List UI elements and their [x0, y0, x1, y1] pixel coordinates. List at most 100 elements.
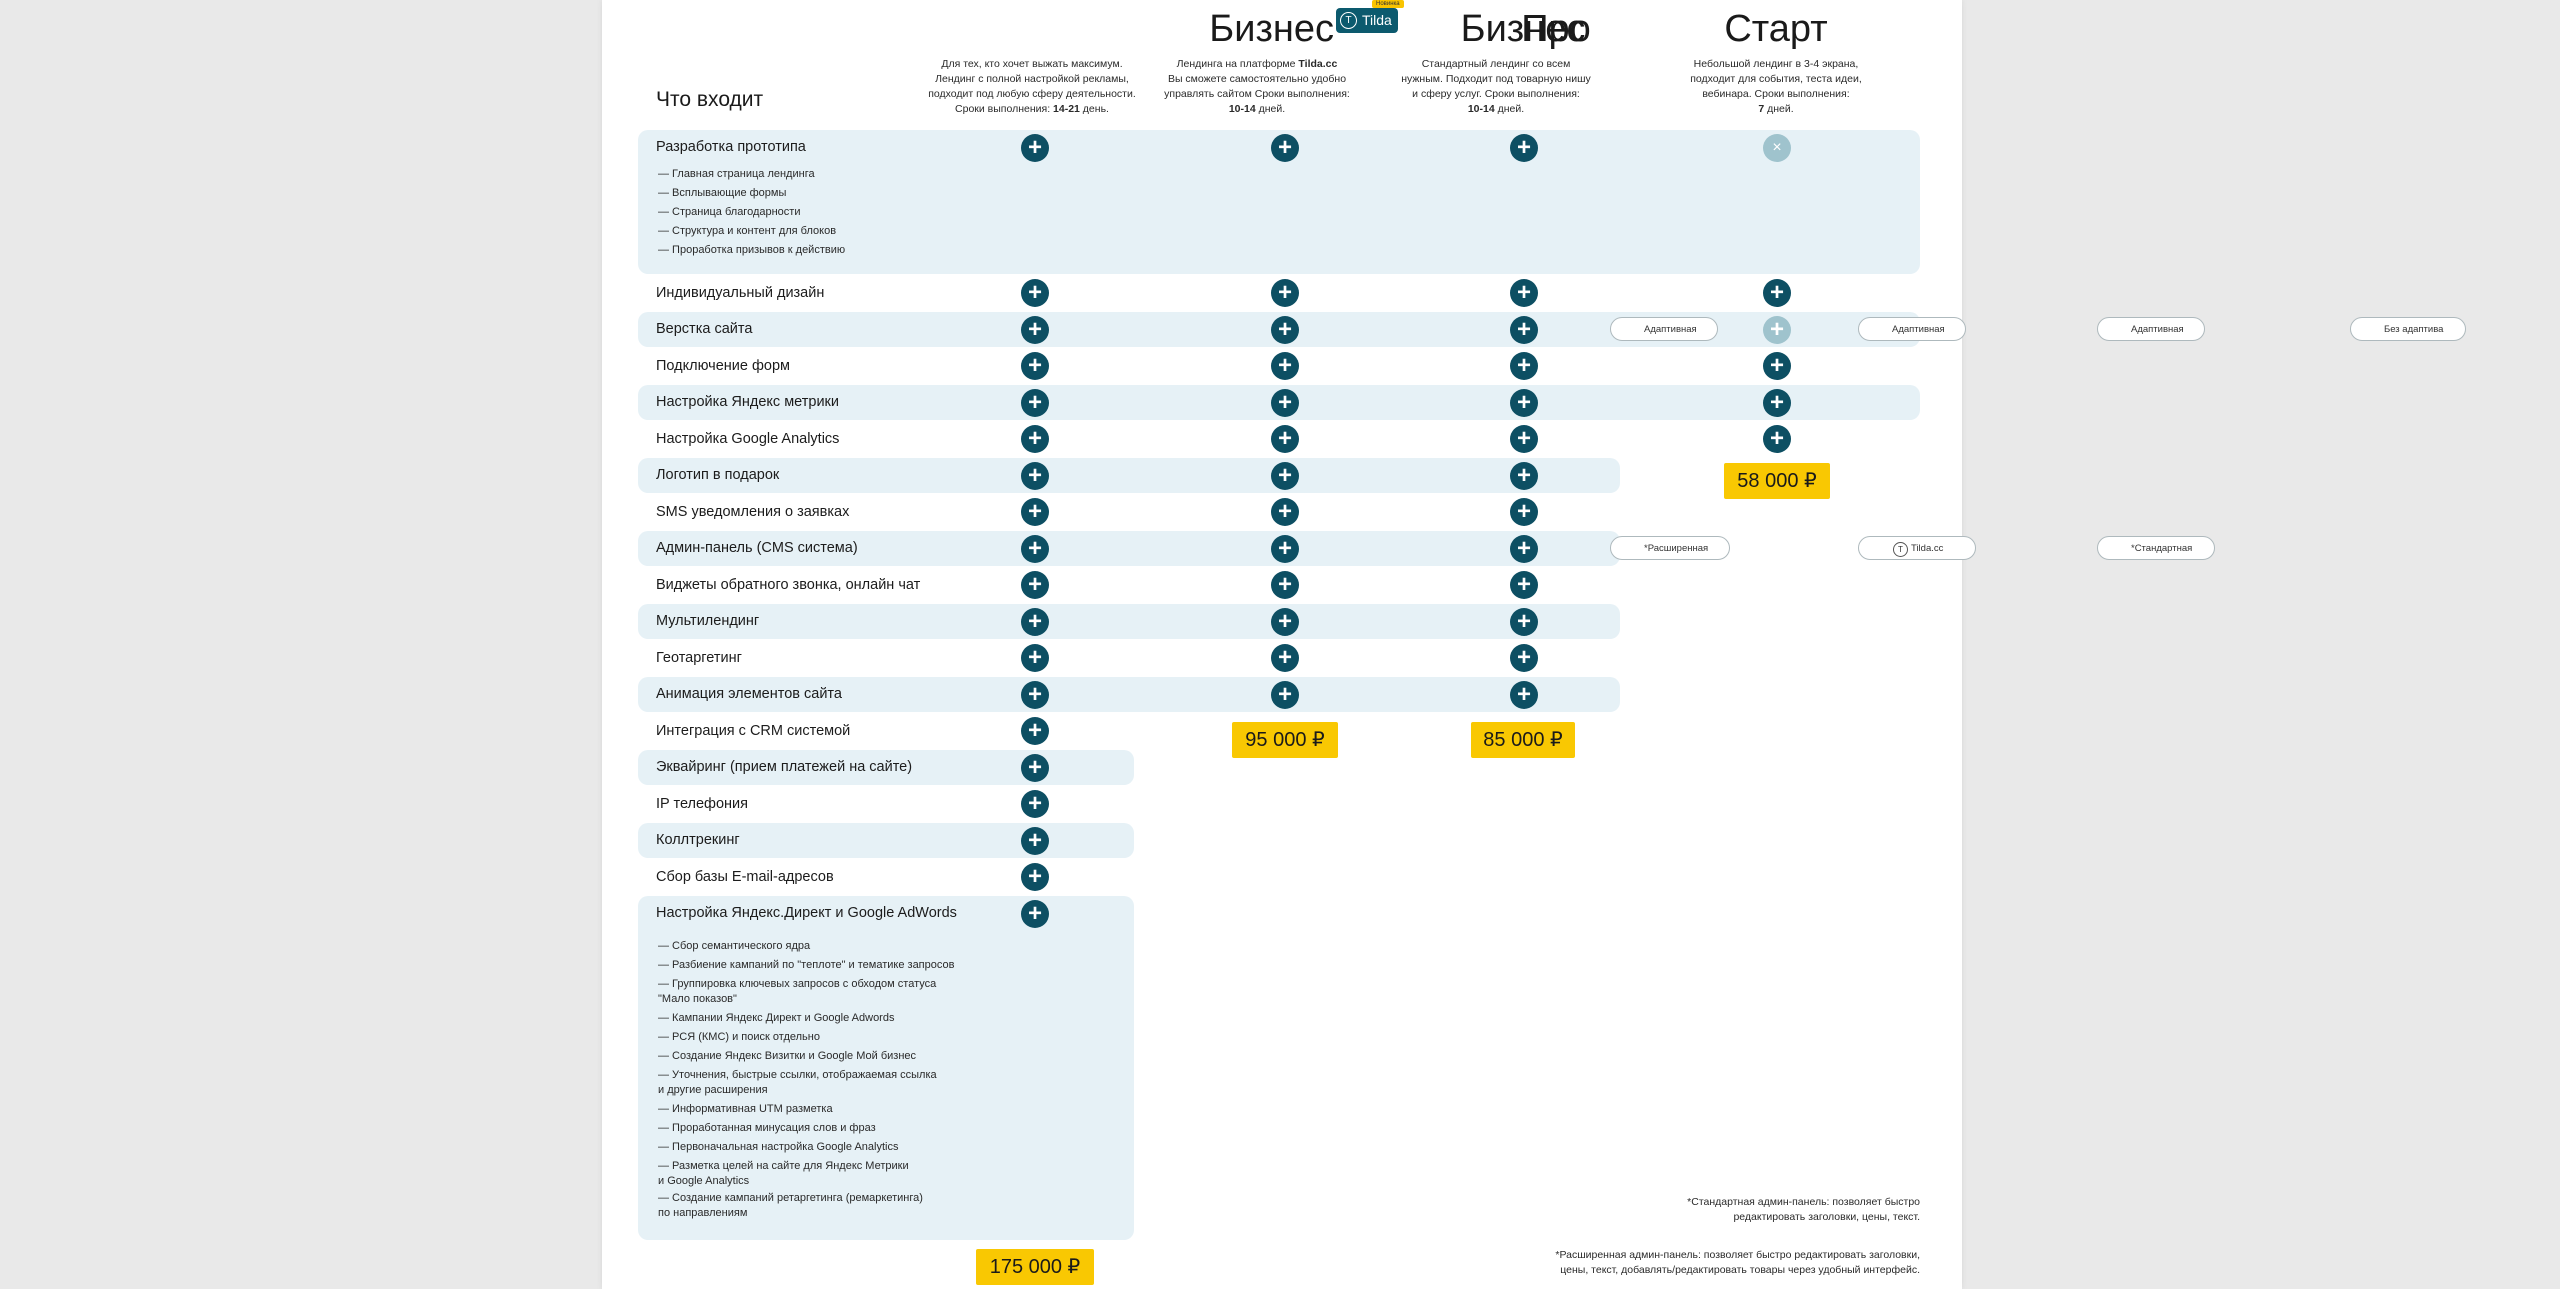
- plus-icon: +: [1021, 389, 1049, 417]
- row-label-layout: Верстка сайта: [656, 321, 753, 337]
- row-label-yandex-metrika: Настройка Яндекс метрики: [656, 394, 839, 410]
- tag-cms-tilda: T Tilda.cc: [1858, 536, 1976, 560]
- price-start: 58 000 ₽: [1724, 463, 1830, 499]
- tag-adaptive-business: Адаптивная: [2097, 317, 2205, 341]
- plan-duration: 14-21: [1053, 103, 1080, 115]
- plus-icon: +: [1510, 498, 1538, 526]
- plus-icon: +: [1510, 279, 1538, 307]
- row-band: [638, 823, 1134, 858]
- tilda-badge: T Tilda: [1336, 8, 1398, 33]
- plus-icon: +: [1510, 389, 1538, 417]
- plus-icon: +: [1763, 316, 1791, 344]
- price-business-tilda: 95 000 ₽: [1232, 722, 1338, 758]
- footnote-line: редактировать заголовки, цены, текст.: [1733, 1211, 1920, 1223]
- sub-list-item: — Информативная UTM разметка: [658, 1103, 833, 1115]
- plan-desc-line: подходит под любую сферу деятельности.: [928, 88, 1136, 100]
- row-band: [638, 896, 1134, 1240]
- row-label-design: Индивидуальный дизайн: [656, 285, 825, 301]
- plus-icon: +: [1510, 425, 1538, 453]
- tilda-logo-icon: T: [1893, 542, 1908, 557]
- row-band: [638, 604, 1620, 639]
- sub-list-item: — Создание кампаний ретаргетинга (ремарк…: [658, 1192, 923, 1219]
- close-icon: ×: [1763, 134, 1791, 162]
- sub-list-item: — Создание Яндекс Визитки и Google Мой б…: [658, 1050, 917, 1062]
- plus-icon: +: [1510, 644, 1538, 672]
- plus-icon: +: [1763, 279, 1791, 307]
- plus-icon: +: [1021, 790, 1049, 818]
- plan-desc-line: Для тех, кто хочет выжать максимум.: [941, 58, 1123, 70]
- sub-list-item: — Группировка ключевых запросов с обходо…: [658, 978, 937, 1005]
- row-band: [638, 458, 1620, 493]
- ads-sub-list: — Сбор семантического ядра — Разбиение к…: [658, 937, 954, 1223]
- row-label-sms: SMS уведомления о заявках: [656, 504, 850, 520]
- sub-list-item: — Разметка целей на сайте для Яндекс Мет…: [658, 1160, 909, 1187]
- plan-desc-line: подходит для события, теста идеи,: [1690, 73, 1862, 85]
- row-label-cms: Админ-панель (CMS система): [656, 540, 858, 556]
- plan-desc-line: Вы сможете самостоятельно удобно: [1167, 73, 1347, 85]
- included-heading: Что входит: [656, 88, 764, 111]
- plus-icon: +: [1271, 352, 1299, 380]
- footnote-line: *Стандартная админ-панель: позволяет быс…: [1687, 1196, 1920, 1208]
- sub-list-item: — Проработанная минусация слов и фраз: [658, 1122, 876, 1134]
- footnote-standard: *Стандартная админ-панель: позволяет быс…: [1687, 1195, 1920, 1225]
- plan-desc-line: 10-14 дней.: [1467, 103, 1525, 115]
- sub-list-item: — Уточнения, быстрые ссылки, отображаема…: [658, 1069, 937, 1096]
- plus-icon: +: [1271, 681, 1299, 709]
- plus-icon: +: [1271, 134, 1299, 162]
- row-label-geotargeting: Геотаргетинг: [656, 650, 742, 666]
- plan-desc-line: управлять сайтом Сроки выполнения:: [1164, 88, 1350, 100]
- plus-icon: +: [1510, 608, 1538, 636]
- plus-icon: +: [1510, 681, 1538, 709]
- plan-title-start: Старт: [1724, 8, 1828, 50]
- plan-desc-line: Стандартный лендинг со всем: [1421, 58, 1571, 70]
- row-label-ip-telephony: IP телефония: [656, 796, 749, 812]
- row-label-forms: Подключение форм: [656, 358, 790, 374]
- plus-icon: +: [1021, 316, 1049, 344]
- sub-list-item: — Первоначальная настройка Google Analyt…: [658, 1141, 899, 1153]
- plus-icon: +: [1271, 498, 1299, 526]
- plus-icon: +: [1021, 681, 1049, 709]
- price-pro: 175 000 ₽: [976, 1249, 1094, 1285]
- plan-duration: 10-14: [1467, 103, 1495, 115]
- plan-desc-line: Сроки выполнения: 14-21 день.: [955, 103, 1109, 115]
- plus-icon: +: [1510, 316, 1538, 344]
- plan-duration: 10-14: [1228, 103, 1256, 115]
- plus-icon: +: [1510, 571, 1538, 599]
- plus-icon: +: [1021, 535, 1049, 563]
- sub-list-item: — Проработка призывов к действию: [658, 244, 846, 256]
- row-label-logo: Логотип в подарок: [656, 467, 780, 483]
- plus-icon: +: [1510, 352, 1538, 380]
- tag-adaptive-business-tilda: Адаптивная: [1858, 317, 1966, 341]
- row-label-crm: Интеграция с CRM системой: [656, 723, 851, 739]
- footnote-extended: *Расширенная админ-панель: позволяет быс…: [1555, 1248, 1920, 1278]
- plus-icon: +: [1271, 425, 1299, 453]
- footnote-line: *Расширенная админ-панель: позволяет быс…: [1555, 1249, 1920, 1261]
- tag-adaptive-pro: Адаптивная: [1610, 317, 1718, 341]
- plus-icon: +: [1510, 462, 1538, 490]
- plus-icon: +: [1763, 389, 1791, 417]
- plan-desc-business: Стандартный лендинг со всем нужным. Подх…: [1386, 57, 1606, 117]
- plus-icon: +: [1021, 608, 1049, 636]
- row-label-ads-setup: Настройка Яндекс.Директ и Google AdWords: [656, 905, 957, 921]
- row-label-email-base: Сбор базы E-mail-адресов: [656, 869, 834, 885]
- sub-list-item: — Кампании Яндекс Директ и Google Adword…: [658, 1012, 895, 1024]
- plan-duration: 7: [1758, 103, 1765, 115]
- row-label-widgets: Виджеты обратного звонка, онлайн чат: [656, 577, 921, 593]
- tag-cms-standard: *Стандартная: [2097, 536, 2215, 560]
- plus-icon: +: [1021, 644, 1049, 672]
- plan-desc-line: 10-14 дней.: [1228, 103, 1286, 115]
- row-label-calltracking: Коллтрекинг: [656, 832, 740, 848]
- plus-icon: +: [1271, 279, 1299, 307]
- plan-desc-line: Небольшой лендинг в 3-4 экрана,: [1693, 58, 1859, 70]
- plus-icon: +: [1021, 279, 1049, 307]
- plus-icon: +: [1763, 352, 1791, 380]
- plan-platform: Tilda.cc: [1298, 58, 1338, 70]
- tag-cms-extended: *Расширенная: [1610, 536, 1730, 560]
- row-label-multilanding: Мультилендинг: [656, 613, 760, 629]
- plus-icon: +: [1271, 389, 1299, 417]
- plan-title-business: Бизнес: [1460, 8, 1586, 50]
- plus-icon: +: [1021, 462, 1049, 490]
- pricing-page: Про Бизнес T Tilda Новинка Бизнес Старт …: [602, 0, 2466, 1289]
- sub-list-item: — Главная страница лендинга: [658, 168, 815, 180]
- plus-icon: +: [1271, 608, 1299, 636]
